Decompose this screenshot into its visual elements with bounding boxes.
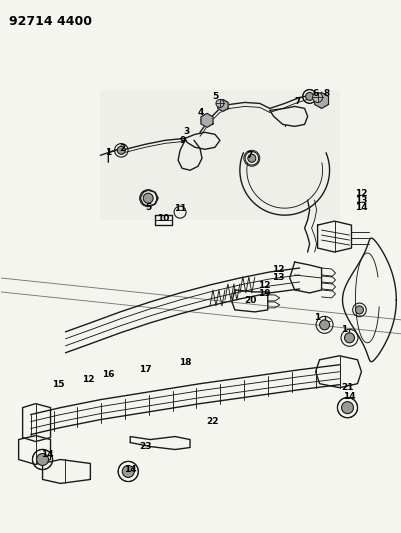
Polygon shape [217, 100, 227, 111]
Text: 13: 13 [272, 273, 284, 282]
Text: 92714 4400: 92714 4400 [9, 15, 91, 28]
Text: 1: 1 [314, 313, 320, 322]
Text: 8: 8 [323, 89, 329, 98]
Circle shape [354, 306, 363, 314]
Text: 21: 21 [340, 383, 353, 392]
FancyBboxPatch shape [100, 91, 339, 220]
Text: 13: 13 [354, 196, 367, 205]
Text: 12: 12 [272, 265, 284, 274]
Text: 6: 6 [312, 89, 318, 98]
Text: 3: 3 [182, 127, 189, 136]
Polygon shape [200, 114, 213, 127]
Text: 12: 12 [82, 375, 94, 384]
Text: 14: 14 [124, 465, 136, 474]
Circle shape [143, 193, 153, 203]
Text: 18: 18 [178, 358, 191, 367]
Text: 11: 11 [173, 204, 186, 213]
Text: 20: 20 [244, 296, 256, 305]
Circle shape [36, 454, 49, 465]
Circle shape [247, 154, 255, 162]
Text: 12: 12 [258, 281, 270, 290]
Text: 14: 14 [41, 450, 54, 459]
Text: 22: 22 [206, 417, 219, 426]
Text: 19: 19 [258, 289, 270, 298]
Text: 14: 14 [354, 203, 367, 212]
Text: 7: 7 [246, 151, 252, 160]
Text: 9: 9 [179, 136, 186, 145]
Circle shape [117, 147, 125, 154]
Polygon shape [314, 92, 328, 108]
Circle shape [312, 92, 322, 102]
Text: 14: 14 [342, 392, 355, 401]
Circle shape [319, 320, 329, 330]
Circle shape [215, 100, 223, 108]
Text: 4: 4 [197, 108, 204, 117]
Circle shape [305, 92, 313, 100]
Circle shape [344, 333, 354, 343]
Text: 1: 1 [340, 325, 347, 334]
Text: 12: 12 [354, 189, 367, 198]
Text: 2: 2 [119, 144, 125, 153]
Text: 17: 17 [138, 365, 151, 374]
Text: 5: 5 [211, 92, 217, 101]
Circle shape [341, 402, 352, 414]
Text: 10: 10 [156, 214, 169, 223]
Text: 23: 23 [139, 442, 151, 451]
Text: 1: 1 [105, 148, 111, 157]
Text: 16: 16 [102, 370, 114, 379]
Text: 7: 7 [294, 97, 300, 106]
Text: 5: 5 [145, 203, 151, 212]
Text: 15: 15 [52, 380, 65, 389]
Circle shape [122, 465, 134, 478]
